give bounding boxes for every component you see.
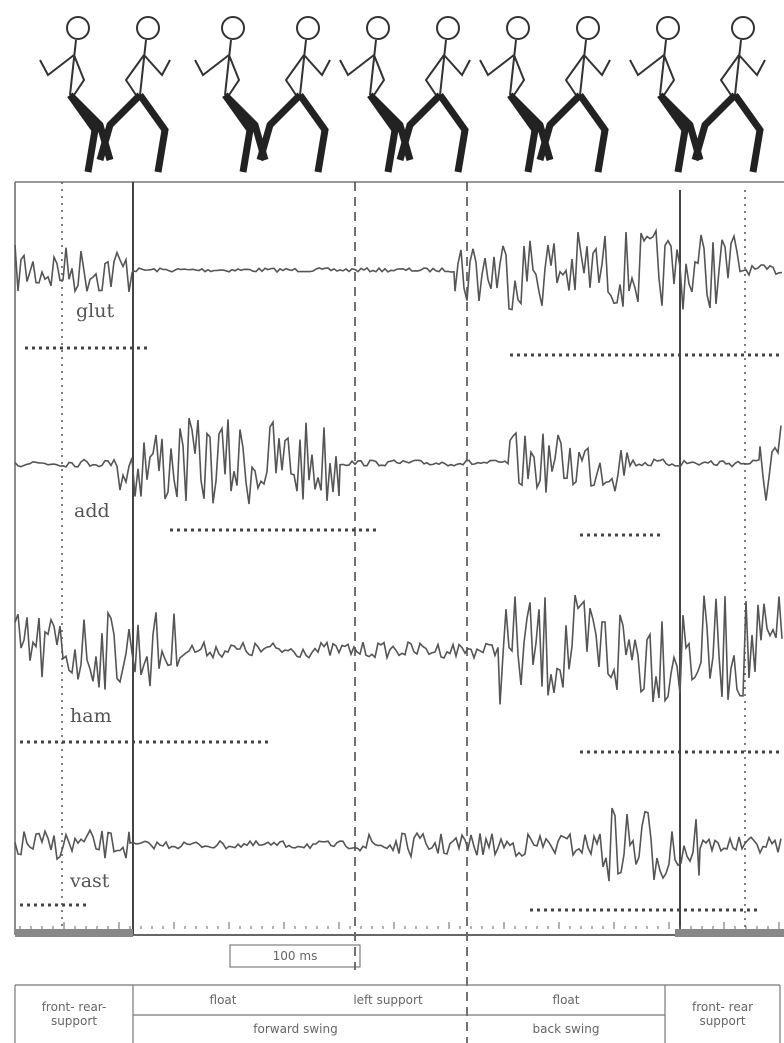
scale-box — [229, 944, 361, 968]
runner-body — [564, 39, 611, 96]
runner-leg — [96, 92, 169, 173]
runner-leg — [222, 92, 269, 173]
onset-bars — [20, 346, 780, 912]
traces — [14, 227, 783, 882]
runner-body — [339, 39, 386, 96]
muscle-label: ham — [70, 705, 112, 727]
runner-leg — [657, 92, 704, 173]
runner-body — [124, 39, 171, 96]
muscle-label: glut — [76, 300, 115, 322]
phase-table — [14, 984, 781, 1043]
phase-cell: left support — [353, 993, 423, 1007]
runner-body — [284, 39, 331, 96]
muscle-label: vast — [70, 870, 110, 892]
runner-head — [576, 16, 600, 40]
runner-head — [221, 16, 245, 40]
runner-head — [66, 16, 90, 40]
runner-body — [629, 39, 676, 96]
runner-body — [424, 39, 471, 96]
muscle-label: add — [74, 500, 110, 522]
phase-cell: front- rear support — [691, 1000, 754, 1028]
runner-head — [506, 16, 530, 40]
support-bar — [15, 929, 133, 937]
runner-head — [366, 16, 390, 40]
emg-trace — [14, 594, 783, 705]
emg-trace — [14, 417, 782, 505]
runner-body — [479, 39, 526, 96]
runner-body — [194, 39, 241, 96]
runner-head — [136, 16, 160, 40]
runner-leg — [396, 92, 469, 173]
scale-label: 100 ms — [272, 949, 318, 963]
runner-leg — [691, 92, 764, 173]
runner-body — [719, 39, 766, 96]
phase-cell: back swing — [532, 1022, 600, 1036]
support-bar — [675, 929, 784, 937]
runner-leg — [256, 92, 329, 173]
emg-trace — [14, 807, 782, 882]
runner-leg — [536, 92, 609, 173]
phase-cell: float — [209, 993, 237, 1007]
phase-cell: float — [552, 993, 580, 1007]
runner-body — [39, 39, 86, 96]
runner-head — [436, 16, 460, 40]
time-ticks — [19, 922, 780, 929]
runner-head — [656, 16, 680, 40]
runner-head — [731, 16, 755, 40]
emg-trace — [14, 227, 783, 311]
runners — [39, 16, 766, 173]
runner-head — [296, 16, 320, 40]
phase-cell: front- rear- support — [41, 1000, 107, 1028]
phase-cell: forward swing — [253, 1022, 338, 1036]
